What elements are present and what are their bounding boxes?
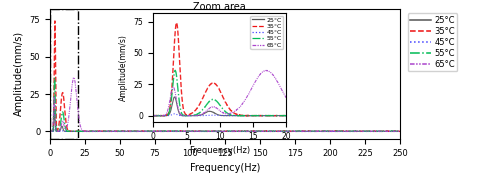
- Y-axis label: Amplitude(mm/s): Amplitude(mm/s): [14, 31, 24, 116]
- X-axis label: Frequency(Hz): Frequency(Hz): [190, 163, 260, 173]
- Legend: 25°C, 35°C, 45°C, 55°C, 65°C: 25°C, 35°C, 45°C, 55°C, 65°C: [408, 13, 458, 71]
- Bar: [50, 9, 78, 139]
